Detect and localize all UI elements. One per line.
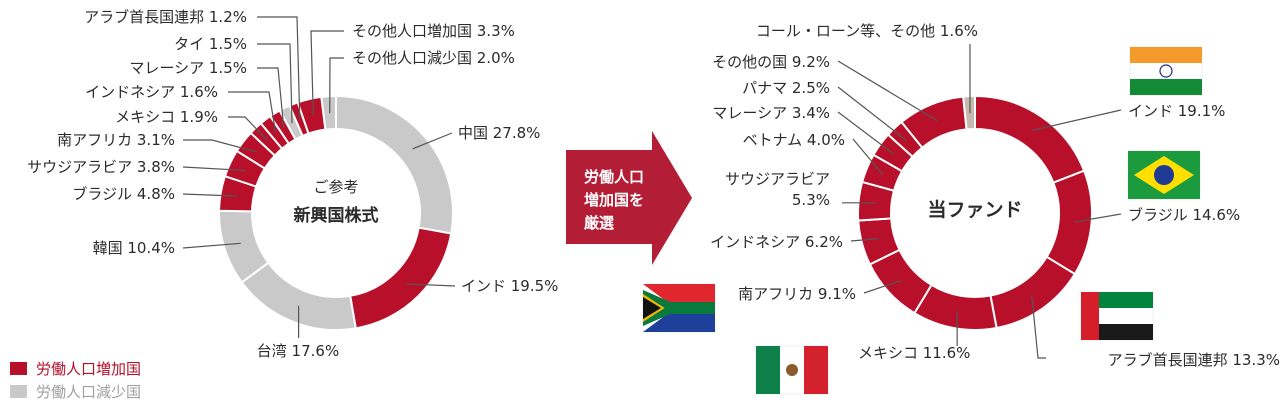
- fund-leader-11: [837, 60, 938, 122]
- benchmark-leader-10: [257, 67, 285, 128]
- benchmark-label-7: 南アフリカ 3.1%: [57, 131, 175, 149]
- benchmark-leader-14: [329, 57, 344, 114]
- fund-label-5: 南アフリカ 9.1%: [738, 285, 856, 303]
- country-flags: [642, 46, 1203, 395]
- fund-slice-3: [989, 255, 1077, 330]
- benchmark-label-10: マレーシア 1.5%: [129, 59, 247, 77]
- fund-label-8: ベトナム 4.0%: [743, 131, 845, 149]
- benchmark-center-label: ご参考 新興国株式: [294, 178, 379, 226]
- benchmark-label-3: 台湾 17.6%: [257, 342, 339, 360]
- benchmark-label-13: その他人口増加国 3.3%: [352, 22, 515, 40]
- fund-leader-9: [837, 111, 895, 155]
- benchmark-leader-11: [257, 43, 293, 124]
- benchmark-label-2: インド 19.5%: [461, 277, 558, 295]
- benchmark-leader-5: [182, 193, 238, 197]
- fund-slice-2: [1045, 169, 1093, 276]
- fund-center-label: 当ファンド: [927, 198, 1022, 221]
- legend-label-decrease: 労働人口減少国: [36, 383, 141, 401]
- benchmark-label-5: ブラジル 4.8%: [72, 185, 175, 203]
- benchmark-label-14: その他人口減少国 2.0%: [352, 49, 515, 67]
- benchmark-leader-9: [228, 91, 277, 134]
- fund-label-12: コール・ローン等、その他 1.6%: [756, 22, 978, 40]
- slice-labels: 中国 27.8% インド 19.5% 台湾 17.6% 韓国 10.4% ブラジル 4.…: [27, 8, 1280, 369]
- fund-label-3: アラブ首長国連邦 13.3%: [1108, 351, 1280, 369]
- fund-slice-12: [962, 94, 976, 131]
- mexico-flag-icon: [755, 345, 829, 395]
- benchmark-slice-2: [349, 226, 453, 330]
- fund-label-11: その他の国 9.2%: [712, 53, 830, 71]
- fund-leader-10: [837, 86, 907, 141]
- benchmark-leader-6: [182, 166, 246, 172]
- arrow-text-line1: 労働人口: [584, 168, 644, 186]
- arrow-text-line3: 厳選: [584, 214, 614, 232]
- benchmark-leader-12: [257, 16, 301, 120]
- fund-leader-8: [852, 138, 884, 175]
- benchmark-center-line1: ご参考: [313, 178, 358, 196]
- selection-arrow: 労働人口 増加国を 厳選: [566, 131, 692, 265]
- benchmark-leader-8: [228, 116, 268, 141]
- fund-label-10: パナマ 2.5%: [742, 79, 830, 97]
- legend: 労働人口増加国 労働人口減少国: [10, 360, 141, 401]
- fund-slice-1: [974, 94, 1086, 184]
- benchmark-label-9: インドネシア 1.6%: [85, 83, 218, 101]
- fund-leader-3: [1031, 295, 1046, 359]
- fund-label-1: インド 19.1%: [1128, 102, 1225, 120]
- benchmark-label-8: メキシコ 1.9%: [115, 108, 218, 126]
- legend-label-increase: 労働人口増加国: [36, 360, 141, 378]
- fund-label-7a: サウジアラビア: [725, 170, 830, 188]
- benchmark-slice-14: [320, 94, 337, 131]
- india-flag-icon: [1129, 46, 1203, 96]
- benchmark-leader-2: [406, 283, 456, 287]
- benchmark-center-line2: 新興国株式: [294, 205, 379, 226]
- fund-label-4: メキシコ 11.6%: [858, 344, 970, 362]
- fund-leader-6: [850, 238, 879, 242]
- benchmark-leader-1: [412, 132, 453, 150]
- benchmark-label-4: 韓国 10.4%: [93, 239, 175, 257]
- fund-label-7b: 5.3%: [792, 191, 830, 209]
- fund-label-9: マレーシア 3.4%: [712, 104, 830, 122]
- benchmark-leader-4: [182, 242, 241, 249]
- benchmark-leader-7: [183, 139, 257, 153]
- benchmark-donut-chart: [218, 94, 454, 331]
- benchmark-label-1: 中国 27.8%: [458, 124, 540, 142]
- uae-flag-icon: [1080, 291, 1154, 341]
- fund-leader-2: [1074, 213, 1122, 223]
- south-africa-flag-icon: [642, 283, 716, 333]
- arrow-shape: [566, 131, 692, 265]
- brazil-flag-icon: [1127, 150, 1201, 200]
- fund-leader-1: [1031, 109, 1122, 132]
- legend-swatch-decrease: [10, 385, 27, 398]
- fund-leader-5: [863, 279, 902, 294]
- benchmark-label-11: タイ 1.5%: [174, 35, 247, 53]
- benchmark-leader-13: [310, 30, 344, 116]
- benchmark-label-6: サウジアラビア 3.8%: [27, 158, 175, 176]
- fund-label-2: ブラジル 14.6%: [1128, 206, 1240, 224]
- arrow-text-line2: 増加国を: [584, 191, 644, 209]
- legend-swatch-increase: [10, 362, 27, 375]
- benchmark-label-12: アラブ首長国連邦 1.2%: [84, 8, 247, 26]
- fund-label-6: インドネシア 6.2%: [710, 233, 843, 251]
